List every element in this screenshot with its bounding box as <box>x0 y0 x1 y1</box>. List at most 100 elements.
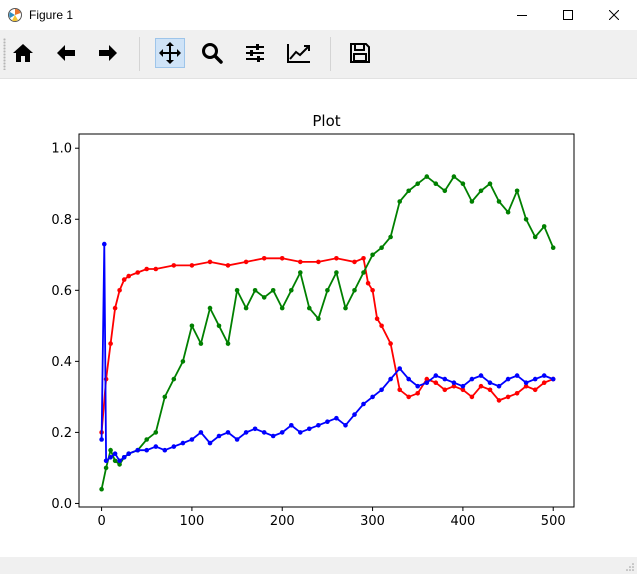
save-button[interactable] <box>345 38 375 68</box>
data-point <box>424 174 430 179</box>
navigation-toolbar <box>0 30 637 79</box>
data-point <box>243 259 249 265</box>
title-bar: Figure 1 <box>0 0 637 30</box>
data-point <box>433 373 439 378</box>
figure-canvas[interactable]: Plot 0 100 200 300 400 500 0.0 0.2 0.4 0.6 0.8 1.0 <box>0 79 637 557</box>
series-line <box>100 257 554 433</box>
data-point <box>144 266 149 272</box>
data-point <box>225 263 231 268</box>
data-point <box>135 270 140 275</box>
data-point <box>496 398 502 403</box>
axis-layer: 0 100 200 300 400 500 0.0 0.2 0.4 0.6 0.8 1.0 <box>51 142 565 529</box>
data-point <box>112 451 118 457</box>
data-point <box>171 263 177 268</box>
data-point <box>406 376 412 382</box>
pan-button[interactable] <box>155 38 185 68</box>
data-point <box>144 447 149 453</box>
data-point <box>279 305 285 311</box>
close-button[interactable] <box>591 0 637 30</box>
data-point <box>541 224 547 229</box>
data-point <box>108 455 113 460</box>
y-tick-label: 0.2 <box>51 426 72 441</box>
series-2 <box>99 241 556 464</box>
data-point <box>460 181 466 186</box>
data-point <box>550 245 556 250</box>
data-point <box>388 234 393 240</box>
minimize-button[interactable] <box>499 0 545 30</box>
data-point <box>153 430 159 435</box>
data-point <box>406 188 412 194</box>
series-0 <box>99 256 556 435</box>
status-bar <box>0 557 637 574</box>
data-point <box>108 447 113 453</box>
data-point <box>198 341 204 346</box>
data-point <box>532 376 538 382</box>
data-point <box>352 259 357 265</box>
edit-axis-button[interactable] <box>284 38 314 68</box>
data-point <box>361 270 366 275</box>
data-point <box>252 426 258 432</box>
data-point <box>424 380 430 386</box>
back-button[interactable] <box>51 38 81 68</box>
toolbar-separator <box>330 37 331 71</box>
zoom-button[interactable] <box>197 38 227 68</box>
data-point <box>361 401 366 407</box>
data-point <box>365 280 371 286</box>
x-tick-label: 0 <box>97 514 105 529</box>
data-point <box>343 423 348 428</box>
data-point <box>352 412 357 417</box>
data-point <box>469 376 475 382</box>
data-point <box>316 316 321 321</box>
x-tick-label: 200 <box>270 514 295 529</box>
data-point <box>532 387 538 393</box>
data-point <box>370 394 375 400</box>
data-point <box>397 199 403 204</box>
x-tick-label: 500 <box>541 514 566 529</box>
data-point <box>261 256 267 261</box>
data-point <box>415 391 421 396</box>
data-point <box>451 383 457 389</box>
data-point <box>523 217 529 222</box>
series-layer <box>99 174 556 492</box>
series-line <box>100 244 554 463</box>
data-point <box>316 423 321 428</box>
maximize-button[interactable] <box>545 0 591 30</box>
data-point <box>298 430 303 435</box>
data-point <box>478 373 484 378</box>
data-point <box>298 270 303 275</box>
close-icon <box>609 10 619 20</box>
y-tick-label: 0.0 <box>51 497 72 512</box>
data-point <box>433 181 439 186</box>
data-point <box>541 373 547 378</box>
data-point <box>103 465 109 471</box>
data-point <box>117 458 122 464</box>
home-icon <box>13 44 33 62</box>
data-point <box>379 323 384 329</box>
data-point <box>225 341 231 346</box>
data-point <box>298 259 303 265</box>
data-point <box>343 305 348 311</box>
data-point <box>406 394 412 400</box>
y-tick-label: 0.8 <box>51 213 72 228</box>
x-tick-label: 400 <box>450 514 475 529</box>
data-point <box>144 437 149 442</box>
arrow-left-icon <box>57 45 75 61</box>
forward-button[interactable] <box>93 38 123 68</box>
resize-grip-icon[interactable] <box>625 562 635 572</box>
toolbar-grip[interactable] <box>3 38 6 70</box>
data-point <box>189 437 195 442</box>
home-button[interactable] <box>8 38 38 68</box>
floppy-disk-icon <box>350 43 370 63</box>
configure-subplots-button[interactable] <box>240 38 270 68</box>
data-point <box>460 387 466 393</box>
data-point <box>112 305 118 311</box>
data-point <box>307 305 312 311</box>
data-point <box>121 455 127 460</box>
data-point <box>102 241 107 247</box>
data-point <box>496 383 502 389</box>
data-point <box>334 415 339 421</box>
data-point <box>99 486 104 492</box>
data-point <box>171 444 177 449</box>
line-chart-icon <box>287 44 310 63</box>
data-point <box>112 458 118 464</box>
